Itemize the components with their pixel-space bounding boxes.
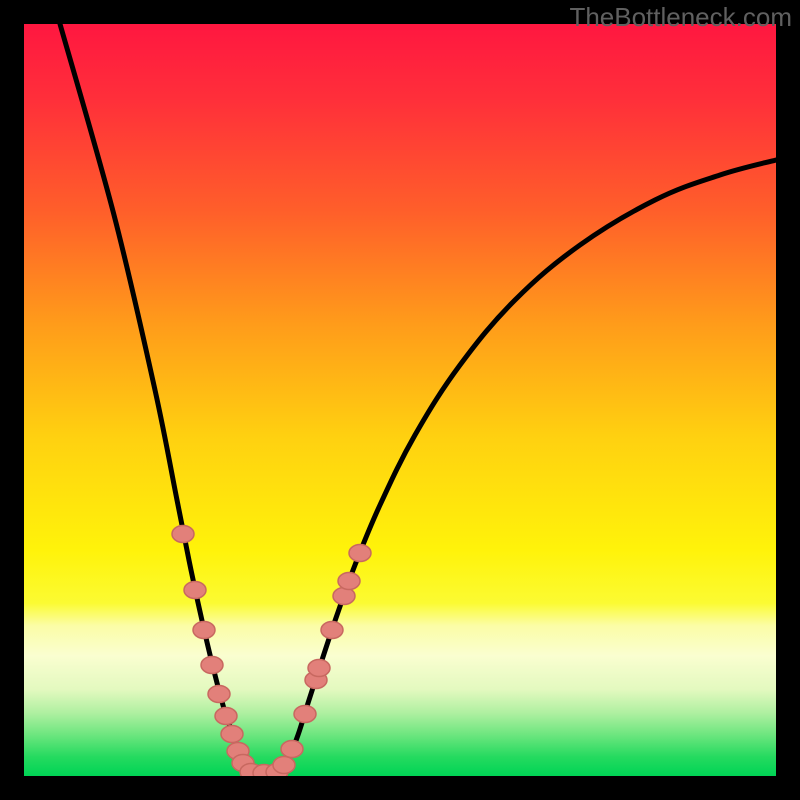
data-marker [281,741,303,758]
data-marker [215,708,237,725]
data-marker [221,726,243,743]
data-marker [172,526,194,543]
data-marker [321,622,343,639]
data-marker [184,582,206,599]
chart-stage: TheBottleneck.com [0,0,800,800]
data-marker [338,573,360,590]
data-marker [294,706,316,723]
data-marker [201,657,223,674]
data-marker [208,686,230,703]
data-marker [308,660,330,677]
data-marker [333,588,355,605]
watermark-label: TheBottleneck.com [569,2,792,33]
data-marker [349,545,371,562]
chart-svg [0,0,800,800]
data-marker [273,757,295,774]
plot-background [24,24,776,776]
data-marker [193,622,215,639]
